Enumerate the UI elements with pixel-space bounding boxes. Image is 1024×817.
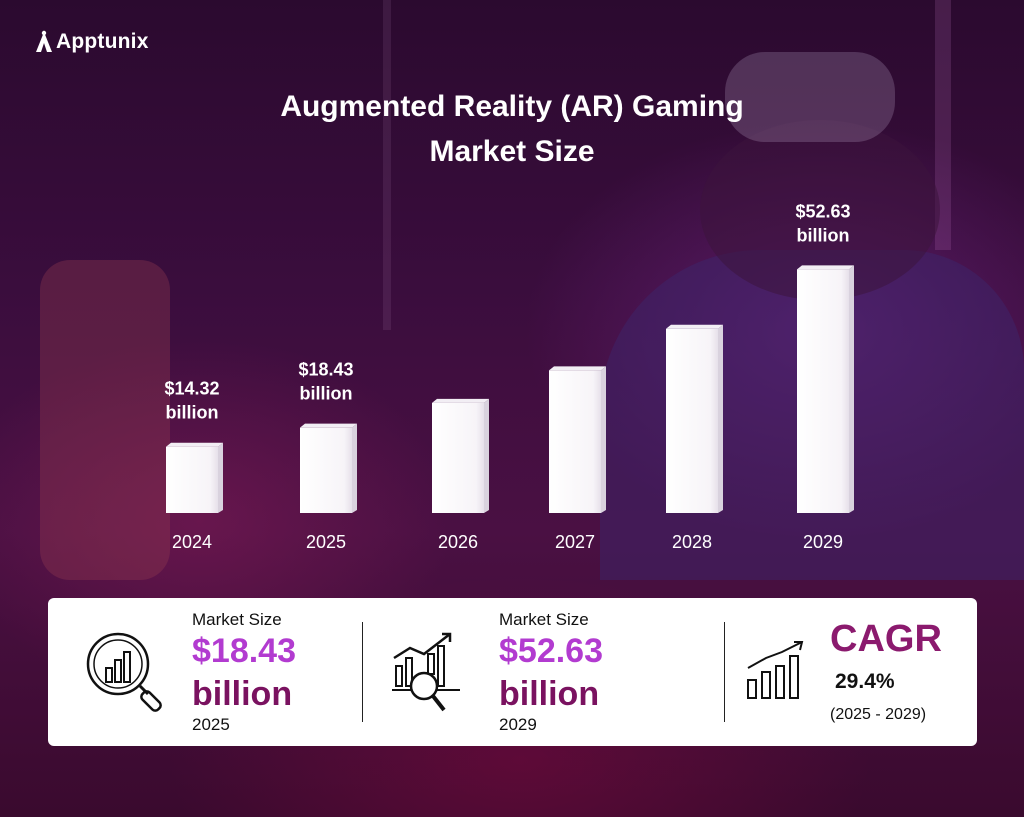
bar-top-2028 bbox=[666, 324, 723, 329]
chart-title: Augmented Reality (AR) Gaming Market Siz… bbox=[212, 84, 812, 174]
bar-face-2027 bbox=[549, 370, 601, 513]
bar-2026 bbox=[432, 398, 489, 513]
growth-analysis-icon bbox=[392, 632, 460, 712]
bar-side-2029 bbox=[849, 265, 854, 513]
market-size-2029-value: $52.63 bbox=[499, 632, 603, 670]
cagr-title: CAGR bbox=[830, 618, 942, 660]
market-size-2029-year: 2029 bbox=[499, 715, 537, 734]
data-label-unit: billion bbox=[300, 384, 353, 404]
bar-side-2026 bbox=[484, 398, 489, 513]
apptunix-logo-icon bbox=[36, 30, 52, 52]
data-label-value: $14.32 bbox=[164, 379, 219, 399]
market-size-2025-label: Market Size bbox=[192, 610, 282, 629]
bar-side-2027 bbox=[601, 366, 606, 513]
bar-2029 bbox=[797, 265, 854, 513]
data-label-unit: billion bbox=[166, 403, 219, 423]
bar-face-2029 bbox=[797, 269, 849, 513]
market-size-2025-value: $18.43 bbox=[192, 632, 296, 670]
market-size-2025-year: 2025 bbox=[192, 715, 230, 734]
bar-face-2024 bbox=[166, 446, 218, 513]
bar-face-2028 bbox=[666, 328, 718, 513]
bar-side-2028 bbox=[718, 324, 723, 513]
bar-side-2024 bbox=[218, 442, 223, 513]
bar-2027 bbox=[549, 366, 606, 513]
chart-title-line-1: Augmented Reality (AR) Gaming bbox=[280, 90, 744, 123]
x-tick-label: 2028 bbox=[672, 532, 712, 552]
brand-name: Apptunix bbox=[56, 30, 149, 53]
data-label-value: $18.43 bbox=[298, 360, 353, 380]
bar-top-2025 bbox=[300, 423, 357, 428]
brand-logo: Apptunix bbox=[34, 30, 149, 54]
bar-side-2025 bbox=[352, 423, 357, 513]
bar-2028 bbox=[666, 324, 723, 513]
bar-2024 bbox=[166, 442, 223, 513]
bar-2025 bbox=[300, 423, 357, 513]
market-size-2025-unit: billion bbox=[192, 675, 293, 713]
market-size-2029-label: Market Size bbox=[499, 610, 589, 629]
bar-top-2024 bbox=[166, 442, 223, 447]
rising-bars-icon bbox=[747, 641, 804, 699]
bar-top-2027 bbox=[549, 366, 606, 371]
x-tick-label: 2027 bbox=[555, 532, 595, 552]
bar-face-2025 bbox=[300, 427, 352, 513]
cagr-range: (2025 - 2029) bbox=[830, 706, 927, 723]
background-light-strip bbox=[383, 0, 391, 330]
market-size-2029-unit: billion bbox=[499, 675, 600, 713]
cagr-value: 29.4% bbox=[835, 670, 895, 693]
stats-divider bbox=[362, 622, 363, 722]
bar-top-2029 bbox=[797, 265, 854, 270]
x-tick-label: 2024 bbox=[172, 532, 212, 552]
background-vr-headset bbox=[725, 52, 895, 142]
x-tick-label: 2026 bbox=[438, 532, 478, 552]
bar-chart: 2024 2025 2026 2027 2028 2029 $14.32 billion $18… bbox=[164, 201, 854, 552]
chart-title-line-2: Market Size bbox=[429, 135, 595, 168]
bar-top-2026 bbox=[432, 398, 489, 403]
stats-divider bbox=[724, 622, 725, 722]
stats-card: Market Size $18.43 billion 2025 Market S… bbox=[48, 598, 977, 746]
x-tick-label: 2025 bbox=[306, 532, 346, 552]
background-chair bbox=[40, 260, 170, 580]
data-label-value: $52.63 bbox=[795, 201, 850, 221]
x-tick-label: 2029 bbox=[803, 532, 843, 552]
background-light-strip bbox=[935, 0, 951, 250]
bar-face-2026 bbox=[432, 402, 484, 513]
data-label-unit: billion bbox=[797, 225, 850, 245]
magnifier-chart-icon bbox=[86, 632, 162, 712]
